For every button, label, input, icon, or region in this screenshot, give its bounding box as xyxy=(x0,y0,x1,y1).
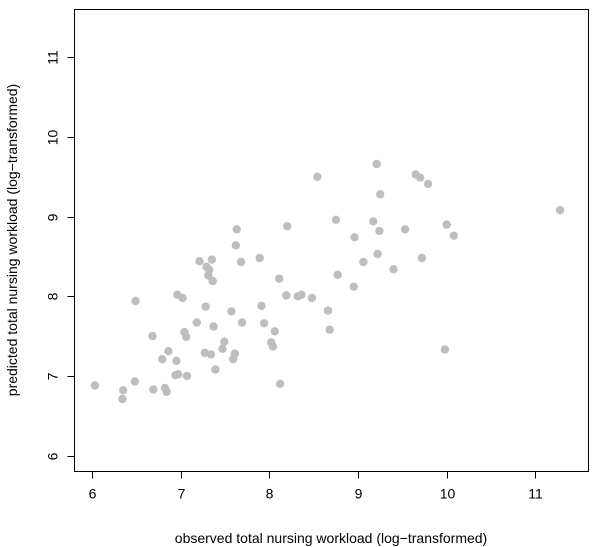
x-tick-label: 6 xyxy=(89,486,97,502)
data-point xyxy=(282,291,291,300)
y-tick-label: 11 xyxy=(44,50,60,65)
y-tick-label: 9 xyxy=(44,213,60,221)
data-point xyxy=(389,265,398,274)
data-point xyxy=(182,332,191,342)
data-point xyxy=(268,342,278,351)
data-point xyxy=(376,190,385,199)
data-point xyxy=(231,241,240,250)
y-tick-label: 10 xyxy=(44,130,60,146)
data-point xyxy=(255,253,264,263)
data-point xyxy=(174,370,183,379)
data-point xyxy=(372,159,381,169)
data-point xyxy=(350,233,359,242)
data-point xyxy=(373,249,382,259)
data-point xyxy=(209,322,218,331)
x-tick-label: 8 xyxy=(266,486,274,502)
y-tick-label: 7 xyxy=(44,372,60,380)
data-point xyxy=(178,293,187,303)
x-tick-label: 7 xyxy=(178,486,186,502)
data-point xyxy=(148,331,157,341)
data-point xyxy=(333,270,342,279)
data-point xyxy=(270,327,279,336)
data-point xyxy=(423,179,433,189)
data-point xyxy=(442,220,451,229)
data-point xyxy=(172,356,181,365)
x-tick-label: 10 xyxy=(440,486,456,502)
data-point xyxy=(313,172,322,181)
data-point xyxy=(400,225,410,234)
data-point xyxy=(283,222,292,231)
data-point xyxy=(440,345,450,354)
data-point xyxy=(375,226,384,236)
data-point xyxy=(331,215,341,224)
y-tick-label: 6 xyxy=(44,452,60,460)
data-point xyxy=(297,290,306,299)
data-point xyxy=(323,306,333,315)
data-point xyxy=(207,255,217,264)
data-point xyxy=(162,387,171,396)
data-point xyxy=(230,349,240,358)
data-point xyxy=(158,355,167,364)
data-point xyxy=(449,231,458,240)
data-point xyxy=(259,319,269,328)
data-point xyxy=(349,282,358,291)
data-point xyxy=(275,274,284,283)
data-point xyxy=(149,385,158,394)
data-point xyxy=(164,347,173,356)
data-point xyxy=(211,365,220,374)
x-tick-label: 9 xyxy=(355,486,363,502)
data-point xyxy=(208,276,217,286)
data-point xyxy=(232,225,241,234)
data-point xyxy=(275,379,285,389)
y-axis: 6 7 8 9 10 11 xyxy=(44,50,75,460)
data-point xyxy=(555,206,565,215)
data-point xyxy=(307,293,317,303)
data-point xyxy=(201,302,210,311)
y-axis-title: predicted total nursing workload (log−tr… xyxy=(4,84,20,396)
data-point xyxy=(90,381,100,390)
scatter-points xyxy=(90,159,565,404)
data-point xyxy=(131,296,140,306)
data-point xyxy=(359,257,368,267)
x-tick-label: 11 xyxy=(528,486,543,502)
y-tick-label: 8 xyxy=(44,292,60,300)
data-point xyxy=(218,344,227,353)
data-point xyxy=(119,386,128,395)
data-point xyxy=(205,265,214,275)
data-point xyxy=(130,377,139,386)
x-axis: 6 7 8 9 10 11 xyxy=(89,471,543,502)
data-point xyxy=(220,337,229,346)
x-axis-title: observed total nursing workload (log−tra… xyxy=(175,530,487,546)
data-point xyxy=(206,350,216,359)
data-point xyxy=(325,325,334,334)
data-point xyxy=(182,371,192,381)
data-point xyxy=(369,217,378,226)
data-point xyxy=(236,257,246,267)
data-point xyxy=(415,173,425,182)
data-point xyxy=(237,318,247,327)
data-point xyxy=(227,307,236,316)
data-point xyxy=(118,394,127,404)
data-point xyxy=(195,257,204,266)
data-point xyxy=(417,253,427,263)
data-point xyxy=(257,301,266,310)
data-point xyxy=(192,318,201,327)
plot-area-frame xyxy=(74,9,589,472)
